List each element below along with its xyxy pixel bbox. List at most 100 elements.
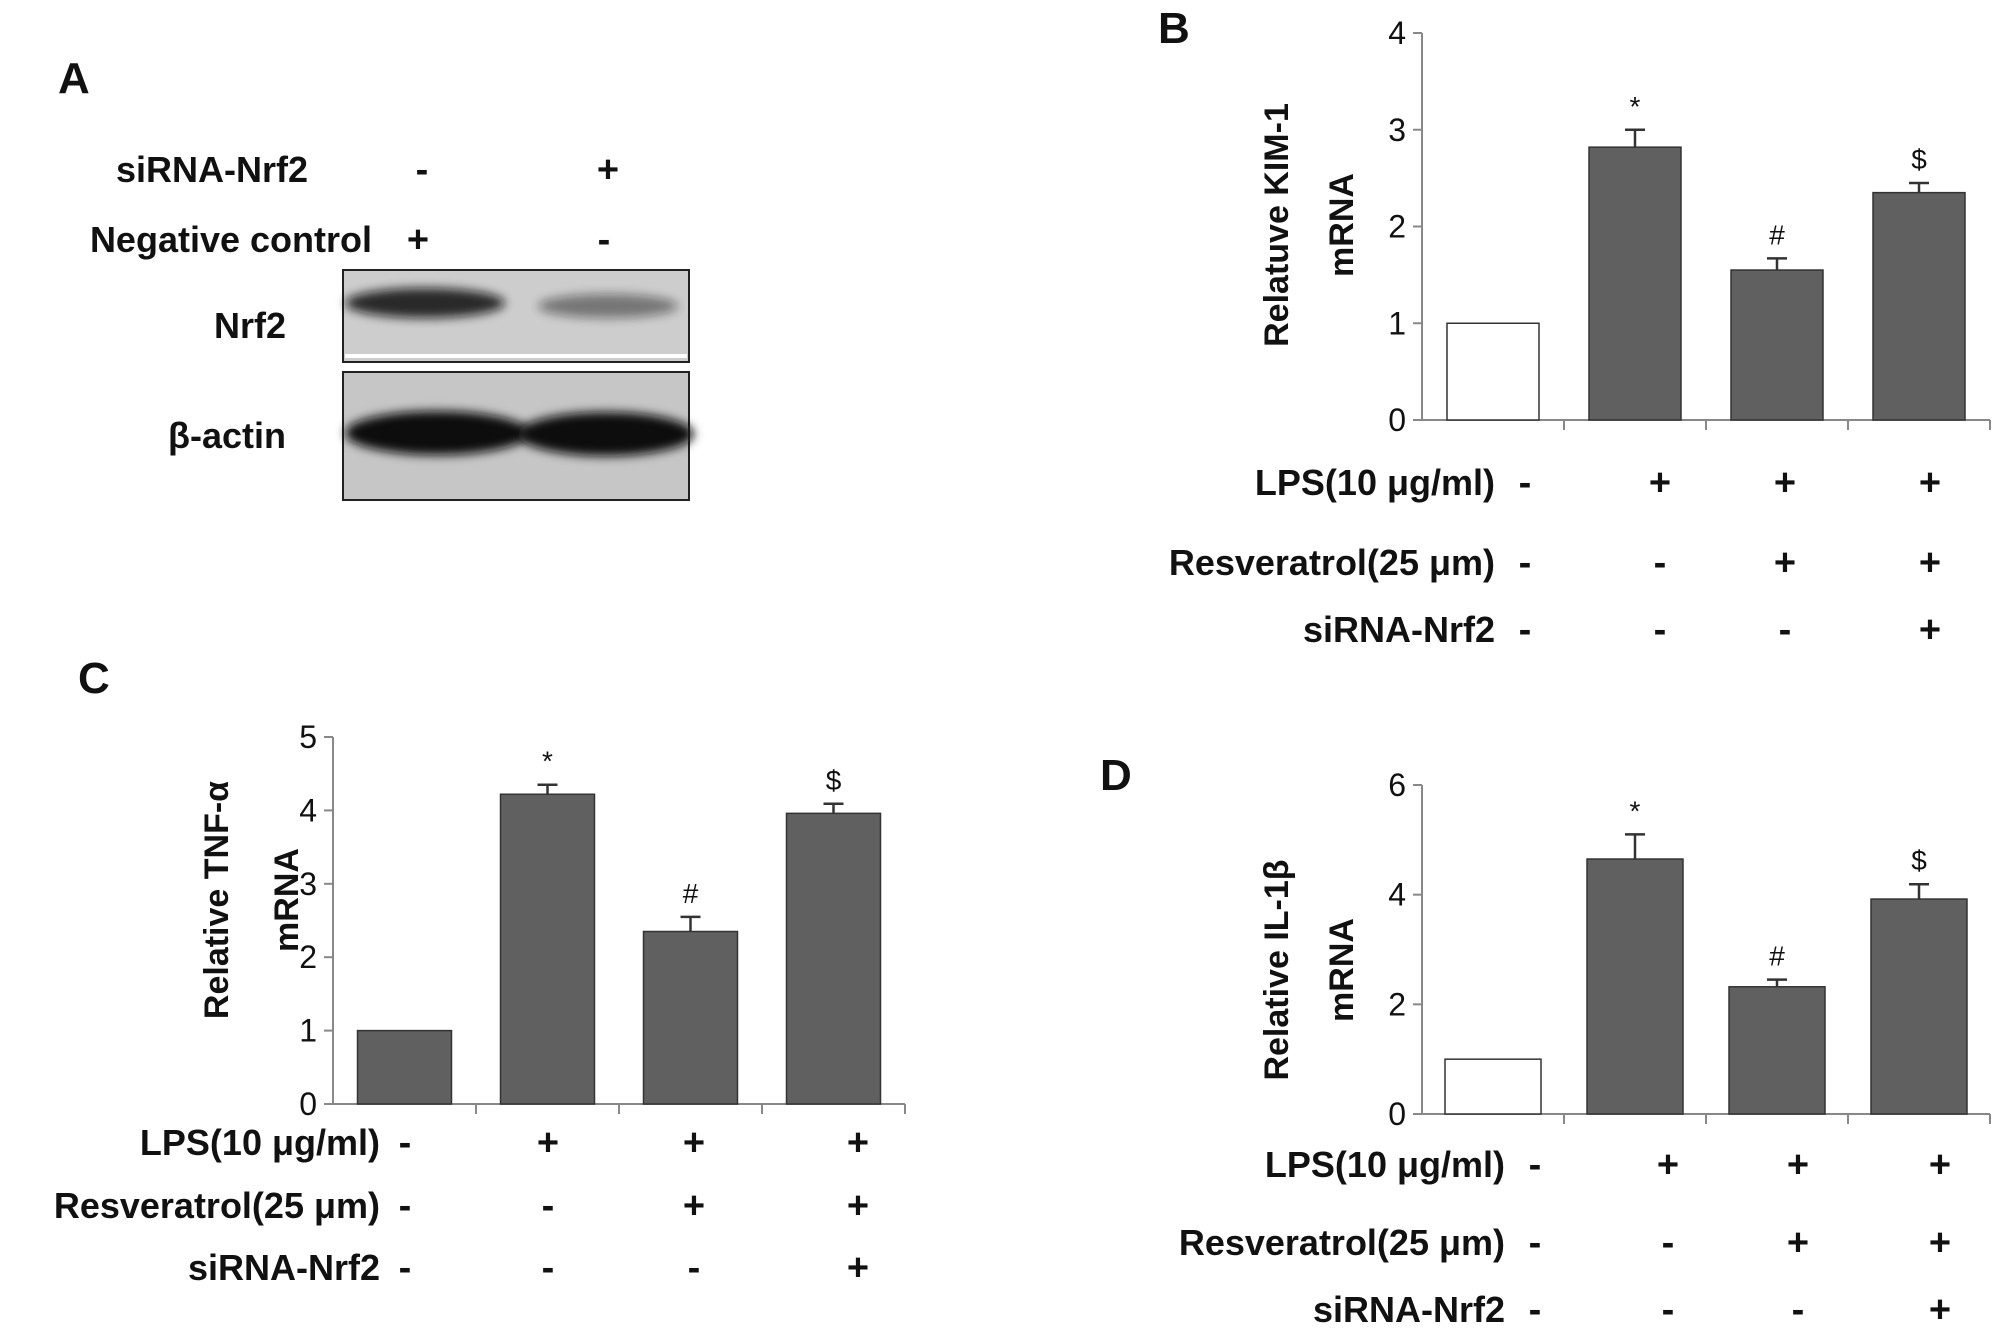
y-tick-label-b-1: 1 [1388, 305, 1406, 341]
condition-sign-d-1-2: + [1787, 1222, 1809, 1264]
bar-c-3 [785, 812, 882, 1105]
condition-label-b-2: siRNA-Nrf2 [1303, 609, 1495, 650]
bar-b-3 [1872, 191, 1966, 421]
y-tick-label-d-3: 6 [1388, 767, 1406, 803]
bar-d-0 [1444, 1058, 1542, 1115]
bar-b-1 [1588, 146, 1682, 421]
condition-sign-c-0-1: + [537, 1122, 559, 1164]
y-tick-label-c-4: 4 [299, 792, 317, 828]
condition-sign-b-0-2: + [1774, 462, 1796, 504]
panel-letter-a: A [58, 54, 90, 103]
bar-b-2 [1730, 269, 1824, 421]
y-tick-label-b-0: 0 [1388, 402, 1406, 438]
condition-sign-d-1-0: - [1529, 1222, 1542, 1264]
condition-sign-b-1-1: - [1654, 542, 1667, 584]
condition-sign-c-2-2: - [688, 1247, 701, 1289]
panel-b-kim1-chart: B 0 1 2 3 4 Relatuve KIM-1 mRNA * # $ LPS(10 μg/ml… [1158, 4, 1991, 651]
condition-sign-c-1-2: + [683, 1185, 705, 1227]
significance-mark-c-3: $ [826, 765, 842, 796]
condition-sign-d-0-3: + [1929, 1144, 1951, 1186]
y-tick-label-b-3: 3 [1388, 112, 1406, 148]
panel-letter-d: D [1100, 751, 1132, 800]
row-label-sirna-nrf2: siRNA-Nrf2 [116, 149, 308, 190]
condition-sign-c-2-3: + [847, 1247, 869, 1289]
blot-beta-actin [342, 371, 694, 501]
condition-sign-c-0-0: - [399, 1122, 412, 1164]
significance-mark-c-2: # [683, 878, 699, 909]
blot-band-actin-lane2 [518, 412, 694, 456]
condition-label-d-2: siRNA-Nrf2 [1313, 1289, 1505, 1330]
condition-sign-b-2-2: - [1779, 609, 1792, 651]
row-label-negative-control: Negative control [90, 219, 372, 260]
condition-label-d-0: LPS(10 μg/ml) [1265, 1144, 1505, 1185]
y-axis-label-c-0: Relative TNF-α [198, 781, 236, 1019]
condition-sign-c-1-1: - [542, 1185, 555, 1227]
y-tick-label-d-2: 4 [1388, 877, 1406, 913]
y-axis-label-d-0: Relative IL-1β [1258, 859, 1296, 1080]
significance-mark-d-1: * [1630, 795, 1641, 826]
y-tick-label-c-5: 5 [299, 719, 317, 755]
condition-sign-d-0-1: + [1657, 1144, 1679, 1186]
blot-nrf2 [342, 269, 690, 363]
condition-sign-c-0-3: + [847, 1122, 869, 1164]
significance-mark-d-3: $ [1911, 845, 1927, 876]
blot-band-nrf2-lane1 [345, 288, 505, 318]
condition-sign-c-0-2: + [683, 1122, 705, 1164]
condition-sign-c-1-0: - [399, 1185, 412, 1227]
y-tick-label-b-2: 2 [1388, 209, 1406, 245]
panel-letter-b: B [1158, 4, 1190, 53]
condition-label-c-1: Resveratrol(25 μm) [54, 1185, 380, 1226]
condition-sign-b-0-3: + [1919, 462, 1941, 504]
bar-c-1 [499, 793, 596, 1105]
condition-sign-b-0-1: + [1649, 462, 1671, 504]
condition-sign-d-1-3: + [1929, 1222, 1951, 1264]
y-axis-label-b-1: mRNA [1323, 173, 1361, 277]
bar-b-0 [1446, 322, 1540, 421]
condition-sign-c-2-0: - [399, 1247, 412, 1289]
y-tick-label-c-2: 2 [299, 939, 317, 975]
bar-c-0 [356, 1029, 453, 1105]
blot-label-beta-actin: β-actin [168, 415, 286, 456]
y-tick-label-d-0: 0 [1388, 1096, 1406, 1132]
condition-sign-b-2-1: - [1654, 609, 1667, 651]
condition-sign-d-2-3: + [1929, 1289, 1951, 1331]
condition-label-c-0: LPS(10 μg/ml) [140, 1122, 380, 1163]
condition-label-c-2: siRNA-Nrf2 [188, 1247, 380, 1288]
panel-a-western-blot: A siRNA-Nrf2 - + Negative control + - Nr… [58, 54, 694, 501]
y-tick-label-c-3: 3 [299, 866, 317, 902]
condition-sign-d-2-0: - [1529, 1289, 1542, 1331]
condition-label-b-1: Resveratrol(25 μm) [1169, 542, 1495, 583]
blot-label-nrf2: Nrf2 [214, 305, 286, 346]
bar-c-2 [642, 930, 739, 1105]
panel-c-tnf-alpha-chart: C 0 1 2 3 4 5 Relative TNF-α mRNA * # $ LPS(10 μg/m… [54, 654, 906, 1289]
sign-a-negative-lane2: - [598, 219, 611, 261]
condition-sign-b-1-0: - [1519, 542, 1532, 584]
bar-d-1 [1586, 858, 1684, 1115]
bar-d-2 [1728, 986, 1826, 1115]
condition-sign-d-0-2: + [1787, 1144, 1809, 1186]
y-tick-label-b-4: 4 [1388, 15, 1406, 51]
panel-d-il1b-chart: D 0 2 4 6 Relative IL-1β mRNA * # $ LPS(10 μg/ml)… [1100, 751, 1991, 1331]
y-axis-label-b-0: Relatuve KIM-1 [1258, 103, 1296, 347]
condition-label-b-0: LPS(10 μg/ml) [1255, 462, 1495, 503]
condition-sign-b-0-0: - [1519, 462, 1532, 504]
blot-band-actin-lane1 [345, 411, 529, 455]
y-tick-label-c-1: 1 [299, 1013, 317, 1049]
significance-mark-b-3: $ [1911, 144, 1927, 175]
condition-sign-b-1-2: + [1774, 542, 1796, 584]
condition-sign-d-2-2: - [1792, 1289, 1805, 1331]
y-axis-label-d-1: mRNA [1323, 918, 1361, 1022]
panel-letter-c: C [78, 654, 110, 703]
condition-sign-b-2-3: + [1919, 609, 1941, 651]
condition-sign-c-2-1: - [542, 1247, 555, 1289]
condition-sign-b-1-3: + [1919, 542, 1941, 584]
significance-mark-d-2: # [1769, 941, 1785, 972]
condition-sign-d-1-1: - [1662, 1222, 1675, 1264]
y-tick-label-c-0: 0 [299, 1086, 317, 1122]
y-tick-label-d-1: 2 [1388, 986, 1406, 1022]
sign-a-sirna-lane2: + [597, 149, 619, 191]
significance-mark-c-1: * [542, 746, 553, 777]
bar-d-3 [1870, 898, 1968, 1115]
condition-label-d-1: Resveratrol(25 μm) [1179, 1222, 1505, 1263]
